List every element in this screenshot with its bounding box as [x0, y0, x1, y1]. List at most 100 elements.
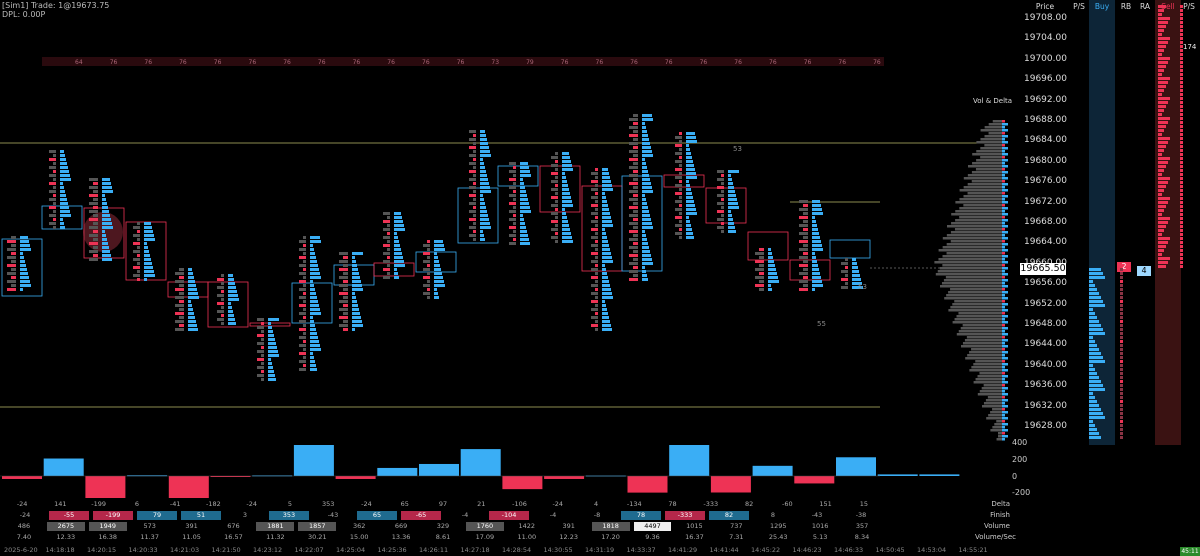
- footprint-bid-bar: [686, 220, 690, 223]
- footprint-ask-bar: [633, 114, 638, 117]
- footprint-bid-bar: [812, 260, 817, 263]
- footprint-bid-bar: [144, 242, 147, 245]
- volume-profile-bar: [976, 141, 1002, 144]
- volume-profile-bar: [951, 213, 1002, 216]
- ps-bar: [1180, 133, 1183, 136]
- rb-bar: [1120, 424, 1123, 427]
- footprint-bid-bar: [310, 264, 318, 267]
- footprint-bid-bar: [728, 226, 735, 229]
- footprint-bid-bar: [602, 272, 607, 275]
- footprint-bid-bar: [642, 114, 652, 117]
- footprint-ask-bar: [469, 234, 476, 237]
- time-axis-label: 14:23:12: [253, 546, 283, 554]
- footprint-ask-bar: [513, 238, 516, 241]
- buy-volume-bar: [1089, 372, 1097, 375]
- volume-profile-bar: [968, 165, 1002, 168]
- rb-bar: [1120, 336, 1123, 339]
- footprint-bid-bar: [602, 316, 609, 319]
- footprint-bid-bar: [520, 210, 531, 213]
- footprint-ask-bar: [387, 240, 390, 243]
- sell-volume-bar: [1158, 145, 1166, 148]
- footprint-ask-bar: [137, 230, 140, 233]
- ps-bar: [1180, 241, 1183, 244]
- buy-volume-bar: [1089, 296, 1101, 299]
- sell-volume-bar: [1158, 33, 1162, 36]
- footprint-bid-bar: [144, 266, 153, 269]
- rb-bar: [1120, 332, 1123, 335]
- footprint-ask-bar: [299, 304, 306, 307]
- volume-profile-bar: [956, 315, 1002, 318]
- footprint-bid-bar: [686, 140, 697, 143]
- footprint-bid-bar: [562, 216, 567, 219]
- footprint-ask-bar: [423, 292, 430, 295]
- time-axis-label: 14:25:04: [336, 546, 366, 554]
- delta-profile-bar: [1002, 282, 1005, 285]
- price-level: 19668.00: [1024, 217, 1067, 227]
- footprint-ask-bar: [473, 206, 476, 209]
- delta-profile-bar: [1002, 135, 1008, 138]
- footprint-bid-bar: [188, 308, 193, 311]
- footprint-bid-bar: [434, 288, 437, 291]
- price-level: 19632.00: [1024, 400, 1067, 411]
- top-band-value: 76: [734, 59, 742, 66]
- delta-profile-bar: [1002, 363, 1008, 366]
- ps-bar: [1180, 65, 1183, 68]
- footprint-bid-bar: [686, 184, 690, 187]
- footprint-chart[interactable]: 64 76 76 76 76 76 76 76 76 76 76 76 73 79 76 76 76 76 76 76…: [0, 0, 1010, 445]
- ps-bar: [1180, 101, 1183, 104]
- footprint-bid-bar: [434, 264, 440, 267]
- footprint-ask-bar: [93, 206, 98, 209]
- ps-bar: [1180, 209, 1183, 212]
- footprint-ask-bar: [633, 266, 638, 269]
- volume-profile-bar: [983, 384, 1002, 387]
- footprint-bid-bar: [268, 354, 279, 357]
- volume-profile-bar: [998, 435, 1002, 438]
- footprint-ask-bar: [591, 252, 598, 255]
- footprint-ask-bar: [343, 256, 348, 259]
- footer-finish-cell: 78: [621, 511, 661, 520]
- footprint-ask-bar: [49, 182, 56, 185]
- ps-bar: [1180, 49, 1183, 52]
- delta-profile-bar: [1002, 246, 1005, 249]
- footprint-bid-bar: [268, 374, 275, 377]
- volume-profile-bar: [954, 300, 1002, 303]
- delta-profile-bar: [1002, 321, 1008, 324]
- volume-profile-bar: [984, 135, 1002, 138]
- volume-profile-bar: [962, 324, 1002, 327]
- footprint-ask-bar: [89, 218, 98, 221]
- footprint-ask-bar: [299, 320, 306, 323]
- footprint-ask-bar: [221, 314, 224, 317]
- footprint-ask-bar: [217, 286, 224, 289]
- footprint-ask-bar: [469, 210, 476, 213]
- footprint-ask-bar: [595, 240, 598, 243]
- footprint-ask-bar: [343, 280, 348, 283]
- sell-volume-bar: [1158, 201, 1168, 204]
- footprint-ask-bar: [551, 204, 558, 207]
- footprint-bid-bar: [352, 324, 363, 327]
- footprint-bid-bar: [520, 190, 526, 193]
- footer-volume_sec-cell: 16.38: [98, 533, 118, 541]
- footprint-ask-bar: [629, 142, 638, 145]
- ps-bar: [1180, 81, 1183, 84]
- footprint-bid-bar: [602, 176, 610, 179]
- footprint-bid-bar: [310, 272, 320, 275]
- footprint-bid-bar: [768, 264, 775, 267]
- footprint-ask-bar: [595, 328, 598, 331]
- footprint-ask-bar: [841, 278, 848, 281]
- volume-profile-bar: [965, 357, 1002, 360]
- footprint-bid-bar: [102, 202, 107, 205]
- footer-volume-cell: 4497: [633, 522, 672, 531]
- footer-delta-cell: -41: [169, 500, 181, 508]
- footprint-bid-bar: [102, 230, 105, 233]
- volume-profile-bar: [975, 378, 1002, 381]
- delta-profile-bar: [1002, 366, 1005, 369]
- footprint-ask-bar: [261, 370, 264, 373]
- footprint-ask-bar: [759, 288, 764, 291]
- footprint-ask-bar: [799, 280, 808, 283]
- ps-bar: [1180, 77, 1183, 80]
- delta-profile-bar: [1002, 426, 1005, 429]
- volume-profile-bar: [952, 321, 1002, 324]
- footprint-ask-bar: [509, 226, 516, 229]
- footprint-bid-bar: [102, 214, 110, 217]
- footprint-ask-bar: [179, 316, 184, 319]
